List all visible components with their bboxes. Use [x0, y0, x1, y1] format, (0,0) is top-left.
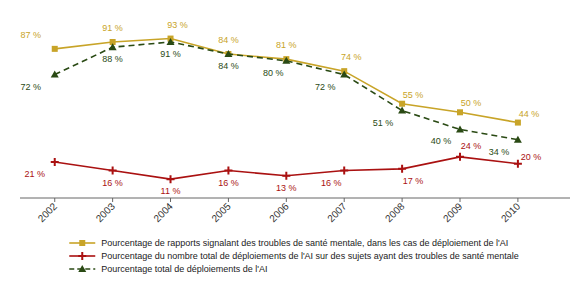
data-label: 40 %	[431, 136, 452, 146]
x-tick	[228, 198, 229, 202]
data-label: 13 %	[276, 183, 297, 193]
point	[456, 153, 464, 161]
x-tick	[344, 198, 345, 202]
point	[457, 109, 463, 115]
point	[225, 51, 231, 57]
x-tick	[286, 198, 287, 202]
data-label: 93 %	[167, 20, 188, 30]
point	[340, 167, 348, 175]
data-label: 88 %	[102, 54, 123, 64]
point	[399, 101, 405, 107]
data-label: 81 %	[276, 40, 297, 50]
data-label: 91 %	[102, 23, 123, 33]
point	[51, 158, 59, 166]
data-label: 51 %	[373, 118, 394, 128]
point	[398, 165, 406, 173]
point	[515, 120, 521, 126]
legend-marker	[79, 240, 85, 246]
data-label: 44 %	[519, 109, 540, 119]
data-label: 24 %	[461, 141, 482, 151]
data-label: 84 %	[218, 61, 239, 71]
point	[224, 167, 232, 175]
point	[398, 107, 406, 114]
x-tick-label: 2002	[36, 200, 60, 224]
data-label: 55 %	[403, 90, 424, 100]
point	[109, 43, 117, 50]
point	[456, 125, 464, 132]
series-line	[55, 39, 518, 123]
point	[514, 136, 522, 143]
data-label: 87 %	[20, 30, 41, 40]
point	[282, 172, 290, 180]
x-tick-label: 2004	[151, 200, 175, 224]
x-tick-label: 2007	[325, 200, 349, 224]
x-tick	[54, 198, 55, 202]
data-labels: 87 % 91 % 93 % 84 % 81 % 74 % 55 % 50 % 44 % 21 %…	[20, 20, 541, 197]
x-tick-label: 2003	[94, 200, 118, 224]
point	[52, 46, 58, 52]
data-label: 21 %	[24, 169, 45, 179]
series-line	[55, 157, 518, 179]
point	[282, 57, 290, 64]
point	[167, 38, 175, 45]
data-label: 84 %	[218, 35, 239, 45]
chart: 2002 2003 2004 2005 2006 2007 2008 2009 2010 87 %…	[0, 0, 588, 288]
x-tick-label: 2010	[499, 200, 523, 224]
legend-label: Pourcentage du nombre total de déploieme…	[101, 251, 518, 261]
legend-label: Pourcentage total de déploiements de l'A…	[101, 264, 267, 274]
x-tick	[112, 198, 113, 202]
data-label: 72 %	[315, 82, 336, 92]
point	[224, 50, 232, 57]
data-label: 34 %	[489, 147, 510, 157]
point	[109, 167, 117, 175]
x-tick	[402, 198, 403, 202]
data-label: 72 %	[20, 82, 41, 92]
series-line	[55, 42, 518, 140]
legend-label: Pourcentage de rapports signalant des tr…	[101, 238, 508, 248]
x-tick-label: 2005	[209, 200, 233, 224]
data-label: 11 %	[161, 186, 181, 196]
data-label: 16 %	[321, 178, 342, 188]
legend: Pourcentage de rapports signalant des tr…	[69, 238, 518, 274]
legend-item: Pourcentage de rapports signalant des tr…	[69, 238, 508, 248]
point	[340, 71, 348, 78]
data-label: 17 %	[403, 176, 424, 186]
x-tick	[517, 198, 518, 202]
x-axis	[20, 198, 570, 199]
legend-marker	[78, 252, 86, 260]
x-tick	[170, 198, 171, 202]
x-tick-label: 2006	[267, 200, 291, 224]
point	[167, 175, 175, 183]
legend-item: Pourcentage du nombre total de déploieme…	[69, 251, 518, 261]
legend-marker	[78, 265, 86, 272]
data-label: 50 %	[461, 98, 482, 108]
data-label: 16 %	[102, 178, 123, 188]
data-label: 20 %	[521, 152, 542, 162]
x-tick-label: 2008	[383, 200, 407, 224]
legend-item: Pourcentage total de déploiements de l'A…	[69, 264, 267, 274]
data-label: 74 %	[341, 52, 362, 62]
plot-area	[51, 36, 522, 184]
data-label: 80 %	[263, 68, 284, 78]
x-tick-label: 2009	[441, 200, 465, 224]
point	[51, 71, 59, 78]
data-label: 91 %	[160, 49, 181, 59]
data-label: 16 %	[218, 178, 239, 188]
x-tick	[460, 198, 461, 202]
